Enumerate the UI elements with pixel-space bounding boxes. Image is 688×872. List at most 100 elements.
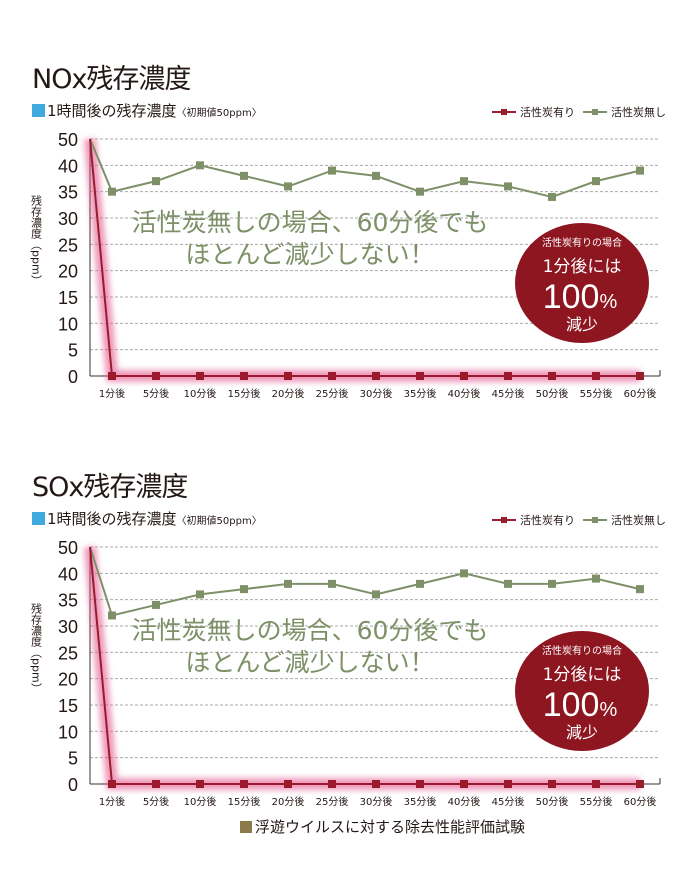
y-tick-label: 35 [58,183,78,203]
y-tick-label: 35 [58,591,78,611]
point-with-carbon [372,780,380,788]
subtitle-note: 〈初期値50ppm〉 [176,516,262,527]
x-tick-label: 35分後 [404,387,437,400]
point-with-carbon [328,372,336,380]
legend-without-carbon: 活性炭無し [583,104,666,120]
x-tick-label: 10分後 [184,795,217,808]
nox-chart: 0 5 10 15 20 25 30 35 40 50 残存濃度（ppm） 1分後 5分後 10分後 15分… [30,130,661,400]
legend-with-carbon: 活性炭有り [492,512,575,528]
legend: 活性炭有り 活性炭無し [492,104,666,120]
annotation-line: 活性炭無しの場合、60分後でも [132,208,489,237]
point-without-carbon [592,574,600,583]
x-tick-label: 20分後 [272,795,305,808]
series-line-without-carbon [89,138,641,198]
point-with-carbon [152,372,160,380]
y-tick-label: 0 [68,775,78,795]
x-tick-label: 25分後 [316,387,349,400]
legend-without-carbon: 活性炭無し [583,512,666,528]
chart-title: SOx残存濃度 [32,472,188,503]
x-tick-label: 20分後 [272,387,305,400]
x-tick-label: 30分後 [360,387,393,400]
badge-text: 1分後には [543,665,622,685]
badge-percent: 100% [543,278,618,316]
y-axis-label: 残存濃度（ppm） [30,602,43,694]
sox-chart: 0 5 10 15 20 25 30 35 40 50 残存濃度（ppm） 1分後 5分後 10分後 15分… [30,538,661,808]
footer-text: 浮遊ウイルスに対する除去性能評価試験 [255,818,526,836]
point-without-carbon [240,171,248,180]
y-tick-label: 5 [68,341,78,361]
point-without-carbon [548,192,556,201]
legend-label: 活性炭有り [520,514,575,527]
x-tick-label: 5分後 [143,795,169,808]
point-without-carbon [108,611,116,620]
annotation-line: ほとんど減少しない！ [185,240,434,269]
point-without-carbon [196,161,204,170]
x-tick-label: 40分後 [448,387,481,400]
point-with-carbon [416,372,424,380]
legend: 活性炭有り 活性炭無し [492,512,666,528]
x-tick-label: 35分後 [404,795,437,808]
badge-circle [515,223,649,343]
point-without-carbon [108,187,116,196]
y-axis-label: 残存濃度（ppm） [30,194,43,286]
point-without-carbon [284,579,292,588]
y-tick-label: 40 [58,564,78,584]
point-with-carbon [636,780,644,788]
chart-subtitle: 1時間後の残存濃度〈初期値50ppm〉 [32,508,262,529]
x-tick-label: 50分後 [536,387,569,400]
y-tick-label: 10 [58,314,78,334]
point-with-carbon [636,372,644,380]
badge-text: 1分後には [543,257,622,277]
x-tick-label: 60分後 [624,795,657,808]
legend-with-carbon: 活性炭有り [492,104,575,120]
square-icon [32,104,45,117]
point-without-carbon [504,579,512,588]
subtitle-text: 1時間後の残存濃度 [47,510,177,528]
point-with-carbon [240,780,248,788]
y-tick-label: 0 [68,367,78,387]
point-with-carbon [504,372,512,380]
point-without-carbon [152,600,160,609]
point-with-carbon [548,372,556,380]
point-with-carbon [504,780,512,788]
series-line-with-carbon [89,138,640,377]
x-tick-label: 1分後 [99,795,125,808]
point-with-carbon [416,780,424,788]
annotation-line: ほとんど減少しない！ [185,648,434,677]
annotation-line: 活性炭無しの場合、60分後でも [132,616,489,645]
badge-text: 活性炭有りの場合 [542,236,622,249]
point-without-carbon [372,590,380,599]
y-tick-label: 5 [68,749,78,769]
square-icon [32,512,45,525]
footer-caption: 浮遊ウイルスに対する除去性能評価試験 [240,816,525,837]
legend-label: 活性炭有り [520,106,575,119]
x-tick-label: 50分後 [536,795,569,808]
series-line-without-carbon [89,546,641,617]
chart-subtitle: 1時間後の残存濃度〈初期値50ppm〉 [32,100,262,121]
point-with-carbon [328,780,336,788]
point-with-carbon [548,780,556,788]
point-without-carbon [152,177,160,186]
point-with-carbon [108,780,116,788]
point-without-carbon [196,590,204,599]
point-with-carbon [284,780,292,788]
y-tick-label: 50 [58,538,78,558]
x-tick-label: 45分後 [492,387,525,400]
y-tick-label: 15 [58,696,78,716]
y-tick-label: 25 [58,643,78,663]
badge-percent: 100% [543,686,618,724]
point-without-carbon [504,182,512,191]
point-without-carbon [460,569,468,578]
y-tick-label: 50 [58,130,78,150]
x-tick-label: 55分後 [580,387,613,400]
point-without-carbon [636,166,644,175]
x-tick-label: 60分後 [624,387,657,400]
legend-label: 活性炭無し [611,514,666,527]
point-without-carbon [592,177,600,186]
point-without-carbon [328,579,336,588]
point-with-carbon [240,372,248,380]
badge-text: 減少 [566,723,598,742]
point-without-carbon [240,585,248,594]
point-with-carbon [372,372,380,380]
